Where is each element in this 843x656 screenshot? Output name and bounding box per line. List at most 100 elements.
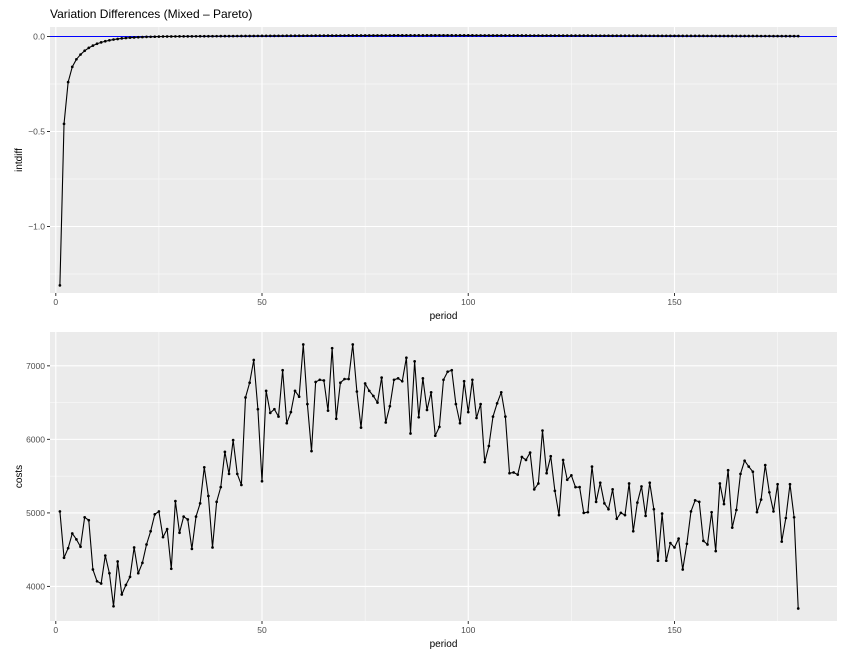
- intdiff-point: [504, 34, 507, 37]
- costs-point: [326, 409, 330, 413]
- costs-point: [285, 421, 289, 425]
- costs-point: [487, 444, 491, 448]
- costs-point: [730, 526, 734, 529]
- costs-point: [425, 408, 429, 412]
- intdiff-point: [636, 34, 639, 38]
- intdiff-point: [285, 34, 289, 38]
- intdiff-point: [607, 34, 610, 38]
- intdiff-point: [706, 34, 709, 38]
- intdiff-point: [417, 34, 421, 37]
- costs-point: [330, 346, 334, 350]
- intdiff-point: [136, 35, 140, 39]
- costs-point: [763, 463, 767, 467]
- costs-point: [268, 411, 272, 415]
- intdiff-point: [623, 34, 627, 38]
- intdiff-point: [677, 34, 680, 38]
- costs-point: [339, 381, 342, 385]
- costs-point: [301, 343, 305, 346]
- intdiff-point: [471, 34, 474, 37]
- costs-point: [755, 510, 759, 514]
- costs-point: [615, 517, 619, 521]
- intdiff-point: [776, 34, 779, 38]
- costs-point: [400, 379, 404, 383]
- costs-point: [260, 479, 264, 483]
- plot-background: [50, 332, 837, 621]
- costs-point: [384, 421, 388, 424]
- intdiff-point: [83, 49, 86, 53]
- intdiff-point: [730, 34, 734, 38]
- costs-point: [165, 527, 169, 531]
- intdiff-point: [512, 34, 515, 37]
- costs-point: [273, 407, 276, 411]
- costs-point: [194, 515, 198, 518]
- intdiff-point: [747, 34, 751, 38]
- costs-point: [796, 607, 800, 610]
- costs-point: [99, 582, 103, 585]
- y-tick-label: 4000: [26, 581, 45, 591]
- costs-point: [739, 472, 742, 476]
- intdiff-point: [116, 37, 119, 41]
- costs-point: [491, 415, 495, 418]
- intdiff-point: [751, 34, 755, 38]
- costs-point: [557, 513, 561, 517]
- intdiff-point: [537, 34, 540, 37]
- costs-point: [256, 407, 260, 411]
- intdiff-point: [314, 34, 317, 38]
- costs-point: [689, 510, 693, 513]
- intdiff-point: [178, 35, 181, 38]
- intdiff-point: [442, 34, 445, 37]
- intdiff-point: [615, 34, 619, 38]
- intdiff-point: [169, 35, 173, 38]
- intdiff-point: [322, 34, 326, 37]
- costs-point: [413, 360, 416, 363]
- intdiff-point: [450, 34, 454, 37]
- costs-point: [483, 460, 487, 464]
- costs-point: [619, 511, 623, 515]
- intdiff-point: [570, 34, 573, 37]
- intdiff-point: [590, 34, 594, 38]
- y-tick-label: −1.0: [28, 222, 45, 232]
- costs-point: [409, 432, 412, 435]
- costs-point: [594, 500, 598, 504]
- intdiff-point: [656, 34, 660, 38]
- intdiff-point: [479, 34, 482, 37]
- intdiff-point: [541, 34, 544, 37]
- intdiff-point: [252, 34, 256, 38]
- costs-point: [235, 472, 239, 476]
- intdiff-point: [70, 65, 74, 69]
- intdiff-point: [598, 34, 602, 38]
- intdiff-point: [792, 34, 796, 38]
- costs-point: [87, 518, 91, 522]
- intdiff-point: [268, 34, 272, 38]
- intdiff-point: [145, 35, 148, 39]
- intdiff-point: [347, 34, 350, 37]
- costs-point: [91, 568, 95, 571]
- costs-point: [363, 382, 367, 385]
- costs-point: [611, 488, 614, 491]
- intdiff-point: [462, 34, 466, 37]
- costs-point: [714, 549, 718, 553]
- costs-panel: 0 50 100 150 4000 5000 6000 7000 period costs: [14, 332, 837, 650]
- intdiff-point: [372, 34, 375, 37]
- intdiff-point: [273, 34, 276, 38]
- costs-point: [79, 545, 82, 549]
- intdiff-point: [202, 34, 206, 38]
- costs-point: [157, 510, 161, 513]
- costs-point: [136, 571, 140, 575]
- intdiff-point: [438, 34, 441, 37]
- intdiff-point: [207, 34, 210, 38]
- intdiff-point: [343, 34, 346, 37]
- costs-point: [516, 473, 520, 477]
- intdiff-point: [433, 34, 437, 37]
- costs-point: [508, 471, 511, 475]
- intdiff-point: [673, 34, 676, 38]
- intdiff-point: [796, 34, 800, 38]
- costs-point: [574, 485, 577, 489]
- costs-point: [590, 465, 594, 468]
- costs-point: [219, 485, 223, 489]
- intdiff-point: [413, 34, 416, 37]
- intdiff-point: [664, 34, 668, 38]
- intdiff-point: [788, 34, 792, 38]
- costs-point: [561, 458, 565, 462]
- intdiff-point: [582, 34, 586, 38]
